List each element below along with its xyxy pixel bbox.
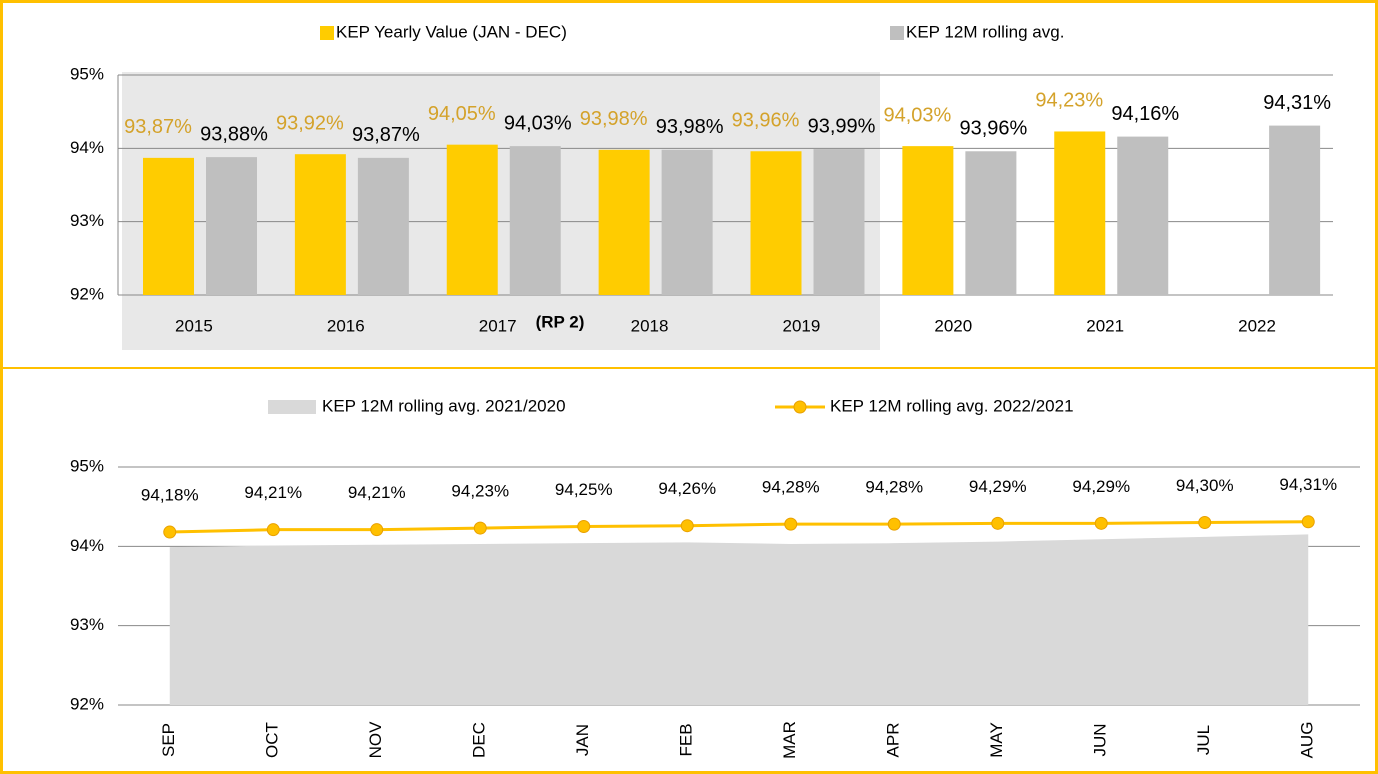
data-label: 94,26% [658,479,716,498]
data-label: 93,96% [732,110,800,132]
data-label: 94,05% [428,103,496,125]
data-label: 93,98% [656,116,724,138]
x-tick-label: MAY [987,722,1006,758]
data-label: 94,16% [1111,103,1179,125]
data-label: 93,98% [580,108,648,130]
legend-label: KEP 12M rolling avg. 2021/2020 [322,396,566,415]
x-tick-label: 2016 [327,316,365,335]
data-label: 94,30% [1176,476,1234,495]
x-tick-label: NOV [366,721,385,759]
x-tick-label: 2020 [934,316,972,335]
data-label: 93,87% [124,116,192,138]
x-tick-label: JAN [573,724,592,756]
bar [902,146,954,295]
data-label: 94,31% [1279,475,1337,494]
bar [206,157,257,295]
bar [446,144,498,295]
data-label: 93,87% [352,124,420,146]
point [784,517,798,531]
bar [357,157,409,295]
point [1198,516,1212,530]
bar [1054,131,1106,295]
data-label: 93,99% [808,115,876,137]
line [169,520,1309,534]
y-tick-label: 94% [70,138,104,157]
data-label: 94,23% [1035,90,1103,112]
legend-swatch [268,400,316,414]
x-tick-label: MAR [780,721,799,759]
x-tick-label: 2021 [1086,316,1124,335]
point [887,517,901,531]
point [991,516,1005,530]
data-label: 94,18% [141,486,199,505]
x-tick-label: 2017 [479,316,517,335]
y-tick-label: 94% [70,536,104,555]
bar [1117,136,1169,295]
bar [661,149,713,295]
legend-label: KEP 12M rolling avg. 2022/2021 [830,396,1074,415]
point [680,519,694,533]
point [577,520,591,533]
y-tick-label: 92% [70,284,104,303]
data-label: 94,23% [451,482,509,501]
data-label: 94,25% [555,480,613,499]
x-tick-label: FEB [677,723,696,756]
legend-label: KEP Yearly Value (JAN - DEC) [336,22,567,41]
legend-label: KEP 12M rolling avg. [906,22,1064,41]
bar [965,151,1017,295]
point [473,521,487,535]
bar [1269,125,1321,295]
point [370,523,384,537]
bar [750,151,802,295]
legend-marker [793,400,807,414]
y-tick-label: 95% [70,64,104,83]
y-tick-label: 95% [70,456,104,475]
data-label: 94,31% [1263,92,1331,114]
y-tick-label: 92% [70,694,104,713]
data-label: 94,29% [969,477,1027,496]
point [1301,515,1315,529]
x-tick-label: 2022 [1238,316,1276,335]
data-label: 94,29% [1072,477,1130,496]
x-tick-label: 2018 [631,316,669,335]
x-tick-label: AUG [1298,722,1317,759]
data-label: 93,88% [200,123,268,145]
data-label: 94,21% [348,483,406,502]
annotation: (RP 2) [536,312,585,331]
x-tick-label: 2019 [783,316,821,335]
x-tick-label: JUN [1091,723,1110,756]
x-tick-label: OCT [263,722,282,758]
bar [598,149,650,295]
bar [509,146,561,295]
x-tick-label: SEP [159,723,178,757]
data-label: 94,03% [883,104,951,126]
data-label: 94,21% [244,483,302,502]
data-label: 94,03% [504,112,572,134]
x-tick-label: JUL [1194,725,1213,755]
legend-swatch [320,26,334,40]
y-tick-label: 93% [70,615,104,634]
point [266,523,280,537]
x-tick-label: 2015 [175,316,213,335]
bar [143,157,194,295]
x-tick-label: APR [884,723,903,758]
data-label: 93,96% [959,118,1027,140]
bar [294,154,346,295]
area [169,534,1309,705]
point [163,525,177,539]
data-label: 93,92% [276,112,344,134]
x-tick-label: DEC [470,722,489,758]
legend-swatch [890,26,904,40]
bar [813,149,865,295]
y-tick-label: 93% [70,211,104,230]
data-label: 94,28% [762,478,820,497]
point [1094,516,1108,530]
data-label: 94,28% [865,478,923,497]
